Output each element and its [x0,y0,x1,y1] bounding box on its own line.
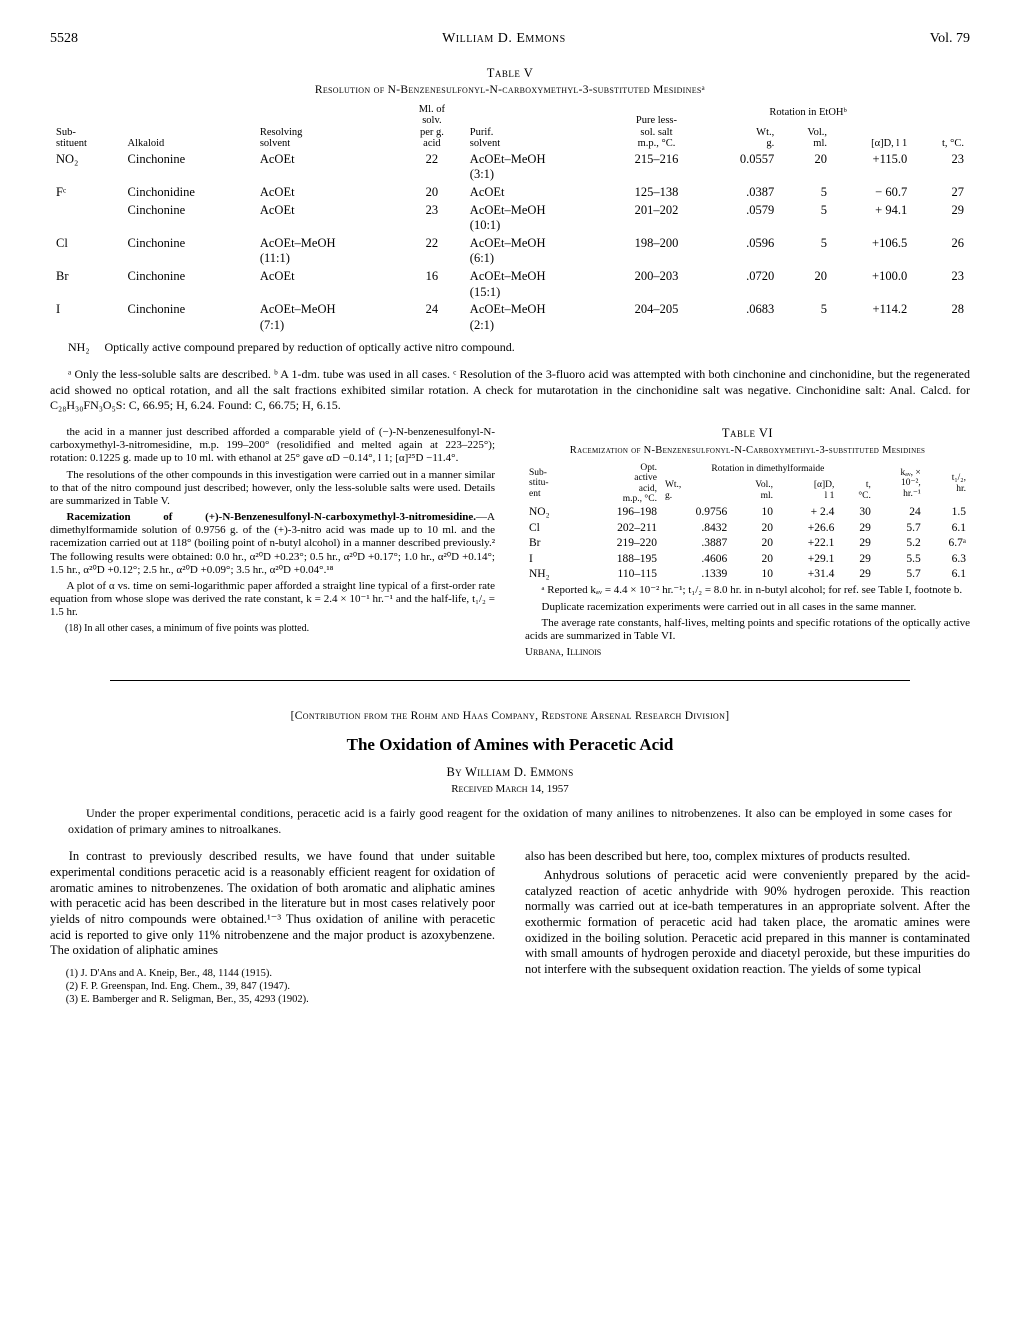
table-vi-caption: Table VI [525,426,970,442]
table-row: Cl202–211.843220+26.6295.76.1 [525,521,970,536]
table-row: ICinchonineAcOEt–MeOH (7:1)24AcOEt–MeOH … [50,302,970,335]
p-resolutions: The resolutions of the other compounds i… [50,469,495,509]
ref-3: (3) E. Bamberger and R. Seligman, Ber., … [50,993,495,1006]
page-number-left: 5528 [50,30,78,48]
p-plot: A plot of α vs. time on semi-logarithmic… [50,580,495,620]
author-running-head: William D. Emmons [442,30,566,48]
volume-label: Vol. 79 [930,30,970,48]
article2-right-column: also has been described but here, too, c… [525,849,970,1006]
article-title: The Oxidation of Amines with Peracetic A… [50,734,970,755]
article-divider [110,680,910,681]
table-v: Sub- stituent Alkaloid Resolving solvent… [50,104,970,336]
table-row: NO₂196–1980.975610+ 2.430241.5 [525,505,970,520]
th6-thalf: t₁/₂, hr. [925,463,970,506]
th-t: t, °C. [913,104,970,152]
table-row: NO₂CinchonineAcOEt22AcOEt–MeOH (3:1)215–… [50,152,970,185]
th-vol: Vol., ml. [780,120,833,151]
art2-p1: In contrast to previously described resu… [50,849,495,958]
table-row: CinchonineAcOEt23AcOEt–MeOH (10:1)201–20… [50,203,970,236]
table-vi-subcaption: Racemization of N-Benzenesulfonyl-N-Carb… [525,444,970,457]
th-mlper: Ml. of solv. per g. acid [400,104,464,152]
table-vi: Sub- stitu- ent Opt. active acid, m.p., … [525,463,970,583]
th6-sub: Sub- stitu- ent [525,463,576,506]
footnote-18: (18) In all other cases, a minimum of fi… [50,623,495,636]
table-row: ClCinchonineAcOEt–MeOH (11:1)22AcOEt–MeO… [50,236,970,269]
table-row: FᶜCinchonidineAcOEt20AcOEt125–138.03875−… [50,185,970,203]
art2-r-p1: also has been described but here, too, c… [525,849,970,865]
p-average: The average rate constants, half-lives, … [525,617,970,643]
th6-alpha: [α]D, l 1 [777,477,838,505]
th-resolv: Resolving solvent [254,104,400,152]
th-wt: Wt., g. [703,120,780,151]
abstract: Under the proper experimental conditions… [68,806,952,837]
th-rotation-span: Rotation in EtOHᵇ [703,104,913,121]
th6-kav: kₐᵥ, × 10⁻², hr.⁻¹ [875,463,925,506]
page-header: 5528 William D. Emmons Vol. 79 [50,30,970,48]
p-duplicate: Duplicate racemization experiments were … [525,601,970,614]
two-column-section: the acid in a manner just described affo… [50,426,970,662]
th-purif: Purif. solvent [464,104,610,152]
ref-1: (1) J. D'Ans and A. Kneip, Ber., 48, 114… [50,967,495,980]
th6-rot: Rotation in dimethylformaide [661,463,875,478]
table-row: NH₂110–115.133910+31.4295.76.1 [525,567,970,582]
left-column: the acid in a manner just described affo… [50,426,495,662]
th-alpha: [α]D, l 1 [833,120,913,151]
th-alk: Alkaloid [122,104,254,152]
art2-r-p2: Anhydrous solutions of peracetic acid we… [525,868,970,977]
article2-columns: In contrast to previously described resu… [50,849,970,1006]
table-v-subcaption: Resolution of N-Benzenesulfonyl-N-carbox… [50,83,970,97]
right-column: Table VI Racemization of N-Benzenesulfon… [525,426,970,662]
table-row: Br219–220.388720+22.1295.26.7ᵃ [525,536,970,551]
th-pure: Pure less- sol. salt m.p., °C. [610,104,703,152]
article-author: By William D. Emmons [50,765,970,781]
table-row: I188–195.460620+29.1295.56.3 [525,552,970,567]
p-acid: the acid in a manner just described affo… [50,426,495,466]
received-date: Received March 14, 1957 [50,783,970,797]
p-racemization: Racemization of (+)-N-Benzenesulfonyl-N-… [50,511,495,577]
th6-opt: Opt. active acid, m.p., °C. [576,463,661,506]
th-sub: Sub- stituent [50,104,122,152]
table-vi-footnote: ᵃ Reported kₐᵥ = 4.4 × 10⁻² hr.⁻¹; t₁/₂ … [525,584,970,597]
table-row: BrCinchonineAcOEt16AcOEt–MeOH (15:1)200–… [50,269,970,302]
ref-2: (2) F. P. Greenspan, Ind. Eng. Chem., 39… [50,980,495,993]
references: (1) J. D'Ans and A. Kneip, Ber., 48, 114… [50,967,495,1006]
table-v-nh2-line: NH₂ Optically active compound prepared b… [50,340,970,356]
table-v-caption: Table V [50,66,970,82]
th6-wt: Wt., g. [661,477,731,505]
article2-left-column: In contrast to previously described resu… [50,849,495,1006]
location: Urbana, Illinois [525,646,970,659]
th6-vol: Vol., ml. [731,477,777,505]
contribution-line: [Contribution from the Rohm and Haas Com… [50,709,970,723]
th6-t: t, °C. [838,477,874,505]
table-v-footnotes: ᵃ Only the less-soluble salts are descri… [50,367,970,414]
